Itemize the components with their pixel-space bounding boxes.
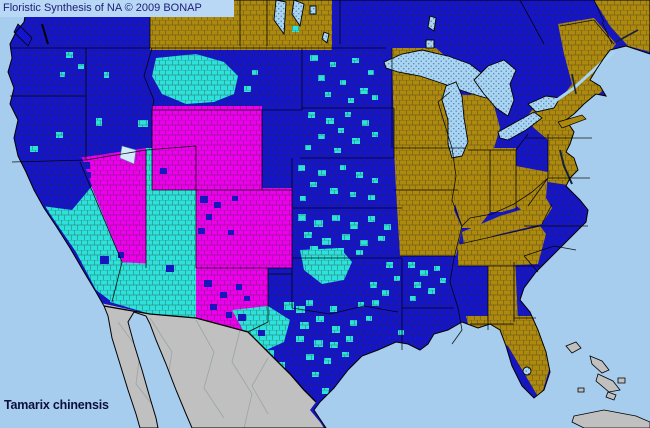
lake-michigan bbox=[441, 81, 469, 159]
st-lawrence-river bbox=[553, 50, 615, 104]
us-mexico-border bbox=[103, 305, 317, 403]
state-borders bbox=[10, 0, 615, 350]
lake-of-the-woods bbox=[425, 39, 435, 49]
lake-winnipeg bbox=[273, 0, 287, 36]
cuba bbox=[571, 409, 650, 428]
bay-of-fundy bbox=[615, 29, 639, 43]
lake-okeechobee bbox=[522, 366, 532, 376]
lake-huron bbox=[473, 59, 517, 117]
canada-lake bbox=[321, 31, 330, 44]
lake-manitoba bbox=[291, 0, 305, 28]
great-lakes bbox=[273, 0, 561, 376]
map-title: Floristic Synthesis of NA © 2009 BONAP bbox=[3, 2, 202, 14]
puget-sound bbox=[41, 23, 49, 45]
long-island bbox=[557, 114, 587, 129]
lake-erie bbox=[497, 111, 543, 141]
bahamas-islands bbox=[565, 341, 626, 401]
lake-champlain bbox=[571, 73, 577, 95]
lake-ontario bbox=[527, 95, 561, 113]
lake-nipigon bbox=[427, 15, 437, 32]
species-label: Tamarix chinensis bbox=[4, 398, 109, 412]
map-title-bar: Floristic Synthesis of NA © 2009 BONAP bbox=[0, 0, 234, 17]
canada-lake bbox=[309, 5, 317, 15]
